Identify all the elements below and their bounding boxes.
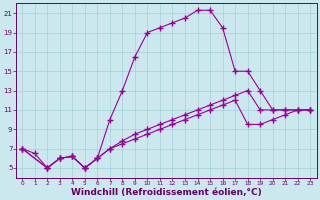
X-axis label: Windchill (Refroidissement éolien,°C): Windchill (Refroidissement éolien,°C)	[71, 188, 262, 197]
